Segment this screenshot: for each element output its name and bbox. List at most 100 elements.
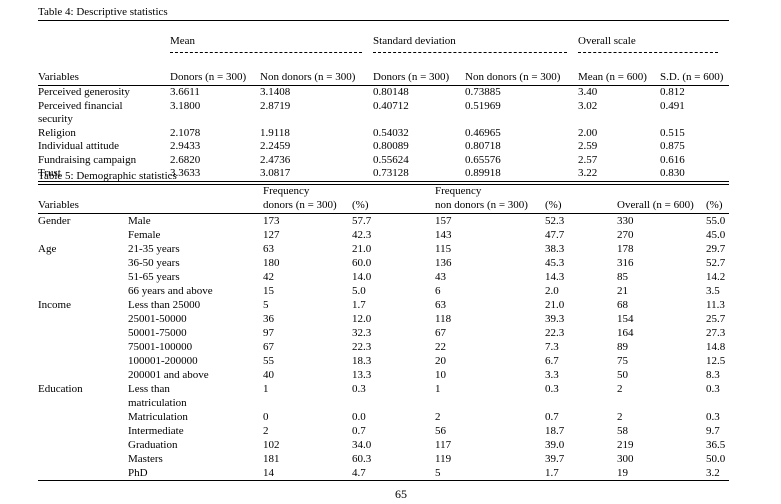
table-cell: 14.0 — [352, 271, 372, 283]
table-cell: 52.3 — [545, 215, 565, 227]
table-cell: 3.02 — [578, 99, 598, 112]
table-cell: 330 — [617, 215, 634, 227]
table-row: 50001-75000 97 32.3 67 22.3 164 27.3 — [38, 326, 729, 340]
table-cell: 4.7 — [352, 467, 366, 479]
table-cell: 2.6820 — [170, 153, 201, 166]
table-cell: 300 — [617, 453, 634, 465]
column-header-overall-sd: S.D. (n = 600) — [660, 65, 730, 86]
group-header-mean: Mean — [170, 21, 373, 66]
table-cell: 21 — [617, 285, 628, 297]
table-cell: 38.3 — [545, 243, 565, 255]
table-cell: 3.40 — [578, 86, 598, 98]
group-header-label: Mean — [170, 33, 363, 53]
table-cell: 5.0 — [352, 285, 366, 297]
table-cell: 27.3 — [706, 327, 726, 339]
table-cell: Matriculation — [128, 411, 188, 423]
table-cell: 154 — [617, 313, 634, 325]
table-cell — [38, 452, 128, 466]
table-cell: 97 — [263, 327, 274, 339]
table-cell: 50 — [617, 369, 628, 381]
table-cell: 0.80718 — [465, 140, 501, 152]
table-row: Trust 3.3633 3.0817 0.73128 0.89918 3.22 0.830 — [38, 167, 729, 181]
table5-column-header-row: Variables Frequency donors (n = 300) (%)… — [38, 184, 729, 214]
table-cell: 127 — [263, 229, 280, 241]
table-cell: 1 — [435, 383, 441, 395]
table-cell: 270 — [617, 229, 634, 241]
table-cell: 0.3 — [352, 383, 366, 395]
table-cell — [38, 256, 128, 270]
table-cell: 164 — [617, 327, 634, 339]
group-header-standard-deviation: Standard deviation — [373, 21, 578, 66]
table-cell: 0.73885 — [465, 86, 501, 98]
table4-body: Perceived generosity 3.6611 3.1408 0.80148 0… — [38, 86, 729, 182]
table-cell: Masters — [128, 453, 163, 465]
table-row: Perceived generosity 3.6611 3.1408 0.80148 0… — [38, 86, 729, 100]
table-cell: 2.2459 — [260, 140, 291, 152]
table-row: Matriculation 0 0.0 2 0.7 2 0.3 — [38, 410, 729, 424]
table-cell: 119 — [435, 453, 452, 465]
table-cell: 40 — [263, 369, 274, 381]
page-number: 65 — [395, 487, 407, 501]
table-cell: 2.0 — [545, 285, 559, 297]
table-row: Income Less than 25000 5 1.7 63 21.0 68 11.3 — [38, 298, 729, 312]
table-cell: 21.0 — [545, 299, 565, 311]
table-cell: 21-35 years — [128, 243, 180, 255]
table-cell: 20 — [435, 355, 446, 367]
table-row: Individual attitude 2.9433 2.2459 0.80089 0.… — [38, 140, 729, 154]
table-cell: 9.7 — [706, 425, 720, 437]
table-cell: 3.3633 — [170, 167, 201, 179]
table-cell: 118 — [435, 313, 452, 325]
table-cell: 66 years and above — [128, 285, 213, 297]
table-cell: 3.22 — [578, 167, 598, 179]
table-cell: 55.0 — [706, 215, 726, 227]
table-cell: 173 — [263, 215, 280, 227]
table-cell: 75001-100000 — [128, 341, 193, 353]
table-cell: Age — [38, 243, 57, 255]
table-cell — [38, 354, 128, 368]
table5-demographic-statistics: Variables Frequency donors (n = 300) (%)… — [38, 184, 729, 481]
table-row: 36-50 years 180 60.0 136 45.3 316 52.7 — [38, 256, 729, 270]
table-cell: 22.3 — [545, 327, 565, 339]
table-cell: Gender — [38, 215, 71, 227]
table-row: Masters 181 60.3 119 39.7 300 50.0 — [38, 452, 729, 466]
table-cell: 0.875 — [660, 140, 685, 152]
table-cell: 1.7 — [352, 299, 366, 311]
table-cell: 0.46965 — [465, 126, 501, 139]
table-cell: 0.3 — [706, 411, 720, 423]
table-cell: 25.7 — [706, 313, 726, 325]
table-row: Perceived financial security 3.1800 2.8719… — [38, 100, 729, 127]
table-cell: 14.8 — [706, 341, 726, 353]
table4-descriptive-statistics: Mean Standard deviation Overall scale Va… — [38, 20, 730, 182]
table-row: 200001 and above 40 13.3 10 3.3 50 8.3 — [38, 368, 729, 382]
table-cell: 18.3 — [352, 355, 372, 367]
table-cell: Perceived financial security — [38, 99, 123, 126]
table-cell: 117 — [435, 439, 452, 451]
table-cell: 7.3 — [545, 341, 559, 353]
table-row: 66 years and above 15 5.0 6 2.0 21 3.5 — [38, 284, 729, 298]
table-cell: 22 — [435, 341, 446, 353]
table-cell: 115 — [435, 243, 452, 255]
table-row: Graduation 102 34.0 117 39.0 219 36.5 — [38, 438, 729, 452]
table-cell: 0.7 — [352, 425, 366, 437]
table-cell: 39.0 — [545, 439, 565, 451]
table-row: Gender Male 173 57.7 157 52.3 330 55.0 — [38, 214, 729, 229]
table4-group-header-row: Mean Standard deviation Overall scale — [38, 21, 729, 66]
table-cell: 0.40712 — [373, 99, 409, 112]
table-cell: 6 — [435, 285, 441, 297]
table-cell: 50001-75000 — [128, 327, 187, 339]
table-cell: 143 — [435, 229, 452, 241]
table5-body: Gender Male 173 57.7 157 52.3 330 55.0 Female 127… — [38, 214, 729, 481]
table-cell: 6.7 — [545, 355, 559, 367]
table-cell: 3.1800 — [170, 99, 201, 112]
table-cell: 58 — [617, 425, 628, 437]
table4-caption: Table 4: Descriptive statistics — [38, 6, 168, 18]
table-cell: 0.89918 — [465, 167, 501, 179]
table-cell — [38, 284, 128, 298]
table4-header: Mean Standard deviation Overall scale Va… — [38, 21, 730, 86]
table4-column-header-row: Variables Donors (n = 300) Non donors (n… — [38, 65, 730, 86]
table-cell: 0.812 — [660, 86, 685, 98]
group-header-label: Overall scale — [578, 33, 719, 53]
table-cell: 67 — [263, 341, 274, 353]
table-cell: 219 — [617, 439, 634, 451]
table-cell: 36 — [263, 313, 274, 325]
